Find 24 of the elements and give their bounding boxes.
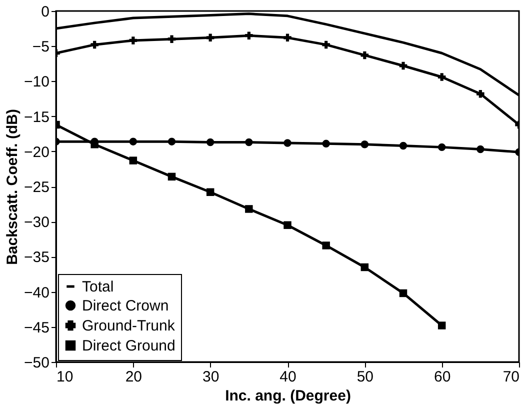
x-tick-label: 30 — [202, 368, 220, 386]
x-tick-label: 20 — [125, 368, 142, 386]
x-axis-title: Inc. ang. (Degree) — [225, 388, 351, 404]
y-tick-label: −45 — [24, 319, 50, 336]
x-tick-label: 40 — [280, 368, 296, 386]
x-tick-label: 50 — [356, 368, 374, 386]
legend-label: Direct Ground — [82, 338, 176, 354]
y-tick-label: −50 — [24, 354, 50, 372]
y-tick-label: −15 — [24, 108, 50, 126]
y-tick-label: −20 — [24, 144, 50, 161]
y-tick-label: −35 — [24, 249, 50, 266]
y-tick-label: 0 — [41, 4, 50, 20]
legend-label: Total — [82, 278, 114, 296]
y-tick-label: −40 — [24, 284, 50, 302]
legend-label: Ground-Trunk — [82, 318, 176, 334]
y-tick-label: −25 — [24, 179, 50, 196]
x-tick-label: 70 — [502, 368, 520, 386]
y-tick-label: −10 — [24, 74, 50, 91]
y-tick-label: −30 — [24, 214, 50, 232]
x-tick-label: 60 — [434, 368, 451, 386]
y-tick-label: −5 — [32, 38, 50, 56]
legend-label: Direct Crown — [82, 298, 169, 314]
x-tick-label: 10 — [56, 368, 74, 386]
y-axis-title: Backscatt. Coeff. (dB) — [4, 109, 22, 265]
